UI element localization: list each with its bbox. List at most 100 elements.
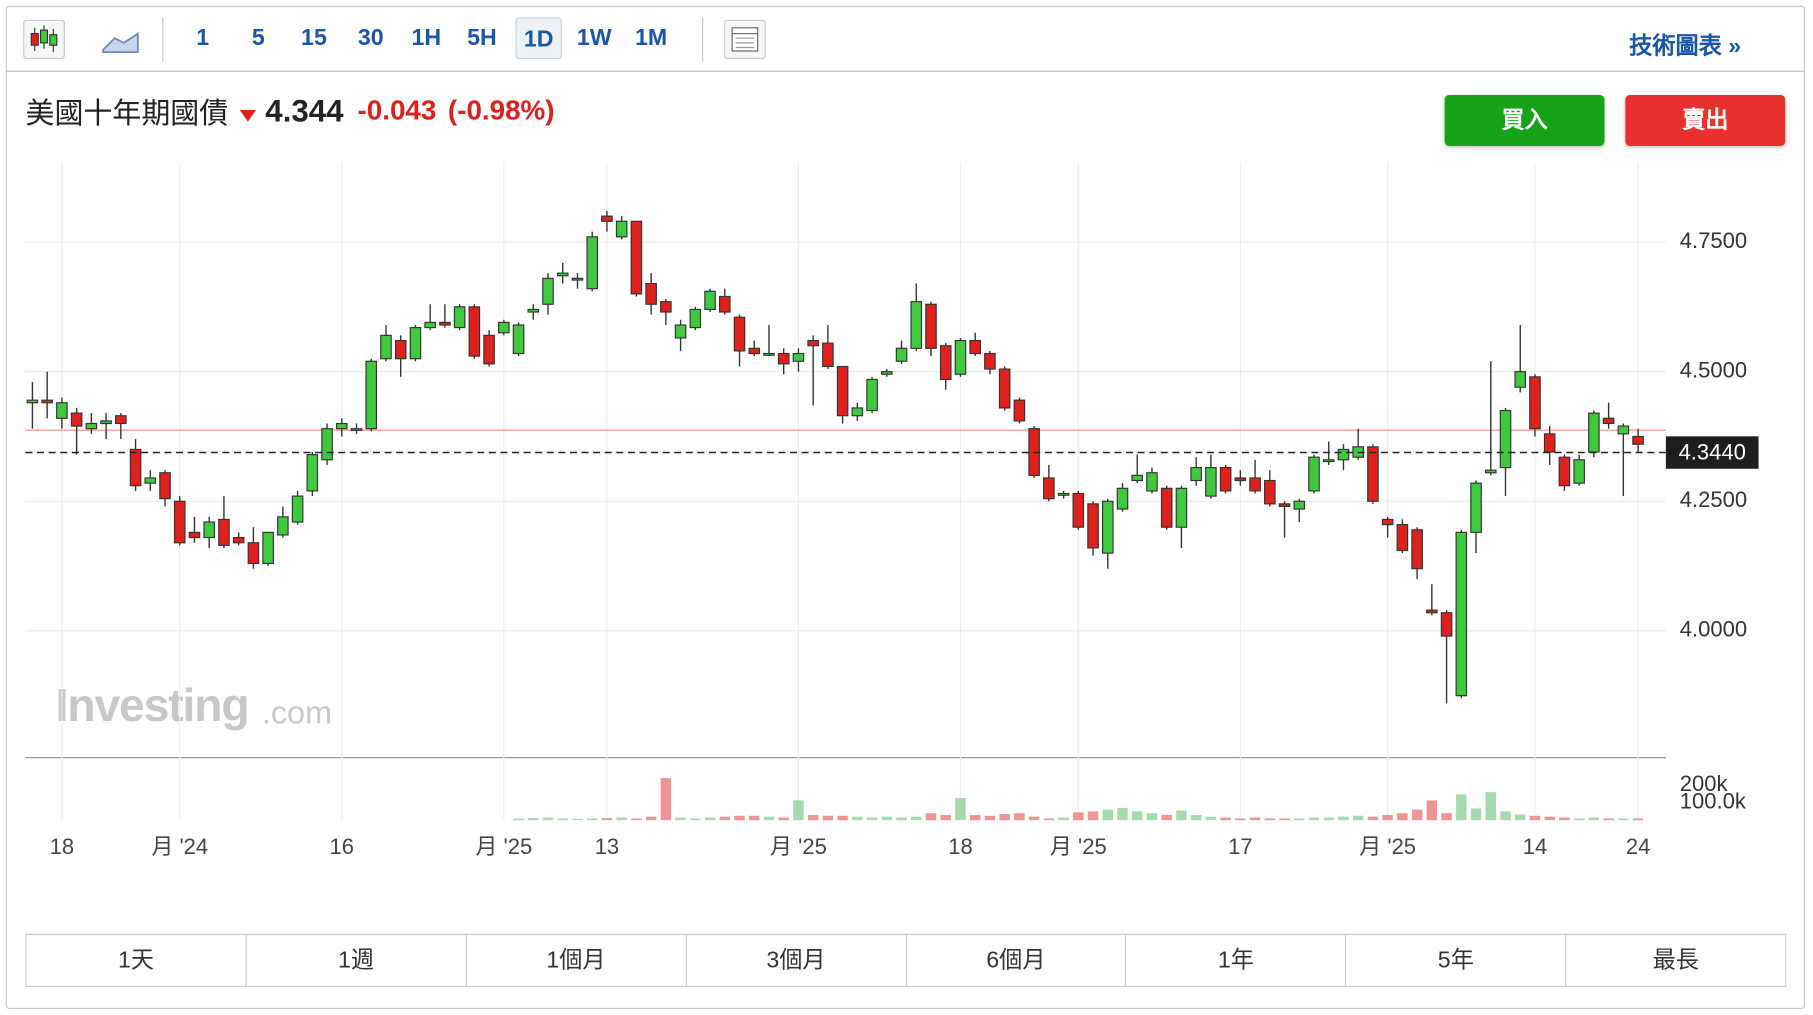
range-button[interactable]: 1週 xyxy=(247,934,467,986)
candle-body xyxy=(424,321,436,329)
volume-bar xyxy=(1161,814,1172,821)
candle-body xyxy=(1175,487,1188,528)
candle-body xyxy=(188,531,201,539)
volume-bar xyxy=(1632,818,1644,821)
candle-body xyxy=(1278,503,1291,508)
candle-body xyxy=(70,412,83,427)
volume-bar xyxy=(1441,813,1452,821)
interval-button[interactable]: 5 xyxy=(251,25,265,51)
icon-graphic xyxy=(731,27,759,52)
candle-body xyxy=(1529,376,1541,430)
candle-body xyxy=(1072,492,1085,528)
interval-button[interactable]: 1W xyxy=(576,25,612,51)
candle-body xyxy=(159,472,171,500)
candle-body xyxy=(718,295,731,313)
candle-body xyxy=(1367,446,1379,502)
candle-body xyxy=(1160,487,1173,528)
interval-button[interactable]: 1M xyxy=(634,25,668,51)
candle-body xyxy=(1101,500,1114,554)
volume-bar xyxy=(1352,815,1364,821)
volume-bar xyxy=(1294,818,1305,821)
volume-bar xyxy=(601,818,613,821)
candle-body xyxy=(1190,466,1202,482)
sell-button[interactable]: 賣出 xyxy=(1625,94,1786,146)
candle-body xyxy=(453,306,466,329)
technical-chart-link[interactable]: 技術圖表 » xyxy=(1629,33,1742,60)
volume-bar xyxy=(734,815,745,821)
candle-body xyxy=(262,531,274,565)
candle-body xyxy=(1573,459,1585,484)
candle-body xyxy=(291,495,304,523)
change: -0.043 xyxy=(357,94,437,127)
range-button[interactable]: 1天 xyxy=(27,934,247,986)
area-icon[interactable] xyxy=(98,22,144,65)
candle-body xyxy=(1322,459,1335,463)
frame xyxy=(5,5,1805,1010)
volume-bar xyxy=(911,816,922,821)
volume-bar xyxy=(1529,815,1541,821)
candle-body xyxy=(925,303,937,349)
candle-body xyxy=(660,301,672,313)
separator xyxy=(162,17,164,62)
candle-body xyxy=(277,516,289,536)
last-price-label: 4.3440 xyxy=(1679,440,1746,465)
candle-body xyxy=(350,428,363,431)
interval-button[interactable]: 1D xyxy=(515,17,562,60)
down-arrow xyxy=(239,110,257,122)
range-button[interactable]: 3個月 xyxy=(687,934,907,986)
price: 4.344 xyxy=(265,93,344,129)
icon-graphic xyxy=(30,25,58,53)
candle-body xyxy=(1396,524,1409,552)
volume-bar xyxy=(940,814,951,821)
candle-body xyxy=(1602,417,1615,425)
range-button[interactable]: 1個月 xyxy=(467,934,687,986)
candle-body xyxy=(571,277,584,281)
candle-body xyxy=(1087,503,1099,549)
candle-body xyxy=(85,422,98,430)
y-tick-label: 4.0000 xyxy=(1680,617,1747,642)
volume-bar xyxy=(1087,811,1099,821)
volume-bar xyxy=(645,816,657,821)
volume-bar xyxy=(1485,792,1496,821)
interval-button[interactable]: 15 xyxy=(301,25,327,51)
candle-body xyxy=(335,422,348,430)
candle-body xyxy=(1543,433,1556,453)
candle-body xyxy=(527,308,540,313)
volume-bar xyxy=(1132,811,1143,821)
candle-body xyxy=(129,448,142,487)
candle-body xyxy=(1470,482,1482,533)
layout-icon[interactable] xyxy=(724,19,766,60)
range-button[interactable]: 6個月 xyxy=(907,934,1127,986)
interval-button[interactable]: 1H xyxy=(411,25,442,51)
volume-bar xyxy=(881,816,893,821)
candle-body xyxy=(954,339,967,375)
interval-button[interactable]: 1 xyxy=(196,25,210,51)
x-tick-label: 月 '25 xyxy=(770,834,827,859)
volume-bar xyxy=(719,816,730,821)
volume-bar xyxy=(542,817,554,821)
volume-bar xyxy=(807,814,819,821)
candle-icon[interactable] xyxy=(23,19,65,60)
volume-bar xyxy=(513,818,524,821)
range-button[interactable]: 最長 xyxy=(1652,947,1699,974)
volume-bar xyxy=(1117,807,1128,821)
buy-button[interactable]: 買入 xyxy=(1444,94,1605,146)
volume-bar xyxy=(528,818,539,821)
y-tick-label: 4.2500 xyxy=(1680,487,1747,512)
candle-body xyxy=(1264,479,1276,505)
interval-button[interactable]: 30 xyxy=(357,25,384,51)
x-tick-label: 14 xyxy=(1523,834,1547,859)
volume-bar xyxy=(1308,817,1320,821)
x-tick-label: 18 xyxy=(50,834,74,859)
candle-body xyxy=(1455,531,1468,697)
interval-button[interactable]: 5H xyxy=(467,25,497,51)
x-tick-label: 月 '25 xyxy=(1050,834,1107,859)
range-button[interactable]: 5年 xyxy=(1346,934,1567,986)
candle-body xyxy=(1308,456,1320,492)
volume-bar xyxy=(1515,814,1526,821)
candle-body xyxy=(542,277,554,305)
separator xyxy=(702,17,704,62)
range-button[interactable]: 1年 xyxy=(1126,934,1347,986)
candle-body xyxy=(866,378,878,412)
